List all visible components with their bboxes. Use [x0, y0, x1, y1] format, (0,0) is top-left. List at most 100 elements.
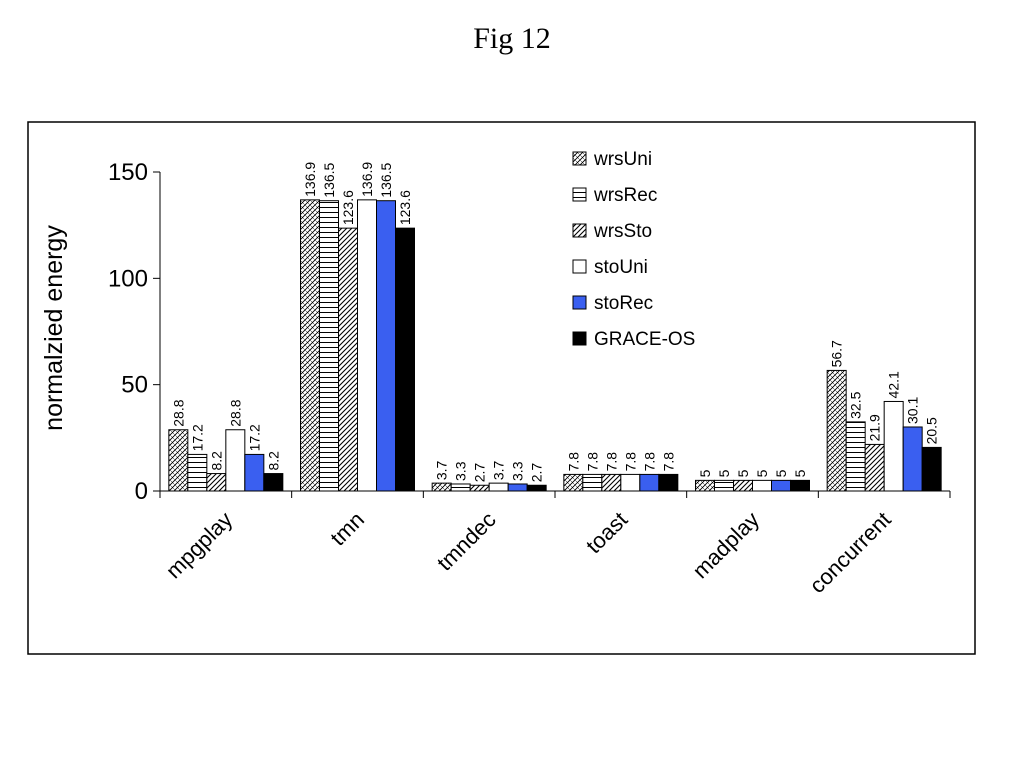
- bar-stoUni: [357, 199, 377, 492]
- bar-wrsUni: [563, 473, 584, 492]
- legend-swatch: [572, 223, 587, 238]
- legend-swatch: [572, 331, 587, 346]
- legend-label: wrsUni: [593, 149, 652, 170]
- data-label: 123.6: [397, 190, 413, 225]
- bar-wrsUni: [168, 429, 189, 492]
- data-label: 8.2: [208, 451, 224, 471]
- bar-GRACE-OS: [395, 227, 415, 492]
- data-label: 5: [754, 469, 770, 477]
- bar-stoUni: [620, 473, 641, 492]
- bar-wrsUni: [695, 479, 715, 492]
- data-label: 7.8: [660, 452, 676, 472]
- data-label: 21.9: [867, 414, 883, 441]
- data-label: 28.8: [227, 399, 243, 426]
- bar-stoRec: [244, 453, 265, 492]
- bar-GRACE-OS: [526, 484, 547, 492]
- legend-swatch: [572, 295, 587, 310]
- data-label: 8.2: [265, 451, 281, 471]
- data-label: 136.9: [302, 162, 318, 197]
- bar-wrsSto: [601, 473, 622, 492]
- x-tick-label: tmn: [325, 507, 369, 551]
- bar-wrsSto: [864, 443, 885, 492]
- y-tick-label: 150: [108, 159, 148, 186]
- bar-stoRec: [376, 200, 396, 492]
- y-tick-label: 100: [108, 265, 148, 292]
- legend-swatch: [572, 151, 587, 166]
- data-label: 7.8: [603, 452, 619, 472]
- data-label: 42.1: [886, 371, 902, 398]
- legend: wrsUni wrsRec wrsSto stoUni stoRec GRACE-OS: [572, 149, 695, 350]
- data-label: 5: [792, 469, 808, 477]
- bar-wrsSto: [733, 479, 753, 492]
- data-label: 7.8: [584, 452, 600, 472]
- y-tick-label: 50: [121, 372, 148, 399]
- legend-swatch: [572, 187, 587, 202]
- data-label: 5: [735, 469, 751, 477]
- legend-label: wrsSto: [593, 221, 652, 242]
- data-label: 7.8: [622, 452, 638, 472]
- bar-wrsRec: [319, 200, 339, 492]
- x-tick-label: mpgplay: [161, 507, 237, 583]
- data-label: 2.7: [472, 463, 488, 483]
- x-tick-label: concurrent: [805, 507, 896, 598]
- y-tick-label: 0: [135, 478, 148, 505]
- bar-wrsRec: [187, 453, 208, 492]
- data-label: 20.5: [924, 417, 940, 444]
- data-label: 136.9: [359, 162, 375, 197]
- bar-stoRec: [639, 473, 660, 492]
- bar-stoUni: [752, 479, 772, 492]
- data-label: 5: [697, 469, 713, 477]
- bar-wrsRec: [582, 473, 603, 492]
- bar-GRACE-OS: [790, 479, 810, 492]
- data-label: 2.7: [529, 463, 545, 483]
- bar-stoUni: [488, 482, 509, 492]
- data-label: 32.5: [848, 391, 864, 418]
- chart-frame: [27, 121, 976, 655]
- bar-wrsSto: [206, 473, 227, 492]
- bar-GRACE-OS: [263, 473, 284, 492]
- bar-wrsSto: [338, 227, 358, 492]
- data-label: 5: [716, 469, 732, 477]
- data-label: 3.3: [510, 461, 526, 481]
- legend-label: stoUni: [594, 257, 648, 278]
- data-label: 28.8: [170, 399, 186, 426]
- bar-GRACE-OS: [658, 473, 679, 492]
- data-label: 56.7: [829, 340, 845, 367]
- bar-wrsUni: [431, 482, 452, 492]
- data-label: 7.8: [565, 452, 581, 472]
- legend-label: GRACE-OS: [594, 329, 695, 350]
- legend-label: stoRec: [594, 293, 653, 314]
- data-label: 5: [773, 469, 789, 477]
- y-axis-label: normalzied energy: [40, 225, 68, 431]
- bar-wrsRec: [714, 479, 734, 492]
- data-label: 123.6: [340, 190, 356, 225]
- bar-stoRec: [902, 426, 923, 492]
- bar-stoRec: [771, 479, 791, 492]
- x-tick-label: toast: [581, 507, 632, 558]
- data-label: 3.7: [434, 460, 450, 480]
- data-label: 17.2: [246, 424, 262, 451]
- x-tick-label: tmndec: [432, 507, 501, 576]
- data-label: 7.8: [641, 452, 657, 472]
- bar-wrsUni: [300, 199, 320, 492]
- data-label: 3.7: [491, 460, 507, 480]
- bar-wrsRec: [450, 483, 471, 492]
- data-label: 3.3: [453, 461, 469, 481]
- bar-GRACE-OS: [921, 446, 942, 492]
- bar-wrsSto: [469, 484, 490, 492]
- bar-wrsUni: [826, 369, 847, 492]
- bar-stoUni: [883, 400, 904, 492]
- bar-wrsRec: [845, 421, 866, 492]
- legend-swatch: [572, 259, 587, 274]
- legend-label: wrsRec: [593, 185, 657, 206]
- data-label: 30.1: [905, 397, 921, 424]
- x-tick-label: madplay: [688, 507, 764, 583]
- data-label: 17.2: [189, 424, 205, 451]
- data-label: 136.5: [378, 162, 394, 197]
- figure-title: Fig 12: [473, 22, 551, 55]
- bar-stoRec: [507, 483, 528, 492]
- bar-stoUni: [225, 429, 246, 492]
- data-label: 136.5: [321, 162, 337, 197]
